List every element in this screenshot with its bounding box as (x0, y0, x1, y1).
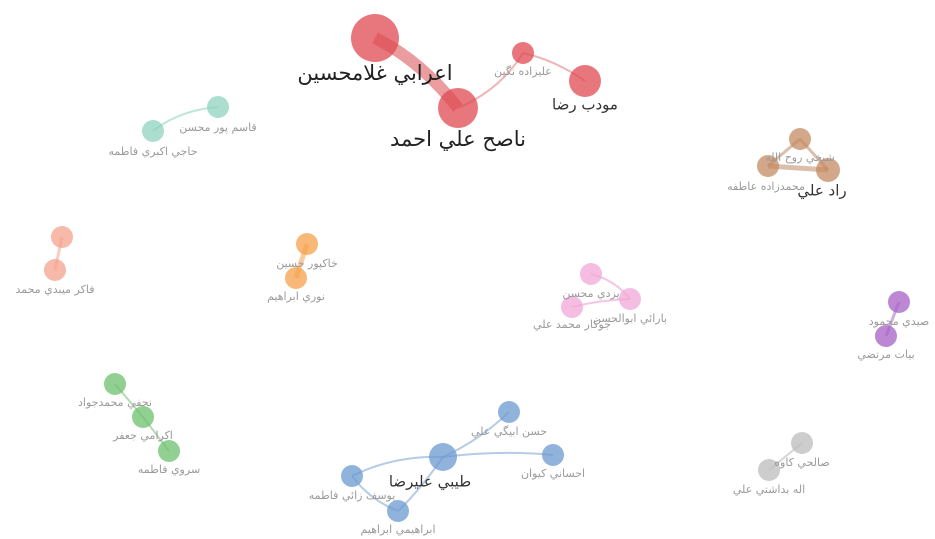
node-label: اكرامي جعفر (112, 429, 173, 442)
node (296, 233, 318, 255)
node-label: بيات مرتضي (857, 348, 914, 361)
node-label: عليزاده نگين (494, 65, 552, 78)
node-label: حاجي اكبري فاطمه (108, 145, 197, 158)
node-label: صالحي كاوه (774, 456, 829, 469)
node (512, 42, 534, 64)
node (888, 291, 910, 313)
node (51, 226, 73, 248)
node (285, 267, 307, 289)
node-label: راد علي (797, 182, 846, 201)
node-label: حسن ابيگي علي (471, 425, 547, 438)
node (580, 263, 602, 285)
node-label: ناصح علي احمد (390, 127, 526, 151)
node-label: يزدي محسن (562, 287, 619, 300)
node (351, 14, 399, 62)
node-label: قاسم پور محسن (179, 121, 256, 134)
node (132, 406, 154, 428)
node (44, 259, 66, 281)
node (619, 288, 641, 310)
node (158, 440, 180, 462)
node (569, 65, 601, 97)
nodes (44, 14, 910, 522)
node (542, 444, 564, 466)
labels: اعرابي غلامحسين ناصح علي احمد عليزاده نگ… (16, 61, 930, 536)
node-label: فاكر ميبدي محمد (16, 283, 95, 296)
node (758, 459, 780, 481)
node (498, 401, 520, 423)
node-label: احساني كيوان (521, 467, 585, 480)
node (789, 128, 811, 150)
node-label: بارائي ابوالحسن (593, 312, 667, 325)
node (757, 155, 779, 177)
node-label: صيدي محمود (869, 315, 929, 328)
node (104, 373, 126, 395)
node (429, 443, 457, 471)
node (816, 158, 840, 182)
node (438, 88, 478, 128)
node-label: طيبي عليرضا (389, 473, 471, 492)
node-label: ابراهيمي ابراهيم (360, 523, 435, 536)
node (207, 96, 229, 118)
node (387, 500, 409, 522)
node-label: مودب رضا (552, 96, 618, 114)
node-label: جوكار محمد علي (533, 318, 611, 331)
node (142, 120, 164, 142)
node-label: اله بداشتي علي (733, 483, 805, 496)
node-label: سروي فاطمه (138, 463, 200, 476)
node-label: خاكپور حسين (276, 257, 338, 270)
node-label: شيخي روح الله (765, 151, 834, 164)
edge (442, 451, 554, 458)
node-label: نجفي محمدجواد (78, 396, 152, 409)
node (791, 432, 813, 454)
node (561, 296, 583, 318)
node-label: محمدزاده عاطفه (727, 180, 805, 193)
node (875, 325, 897, 347)
node-label: يوسف زائي فاطمه (309, 489, 396, 502)
node-label: اعرابي غلامحسين (297, 61, 452, 85)
node-label: نوري ابراهيم (267, 290, 325, 303)
node (341, 465, 363, 487)
